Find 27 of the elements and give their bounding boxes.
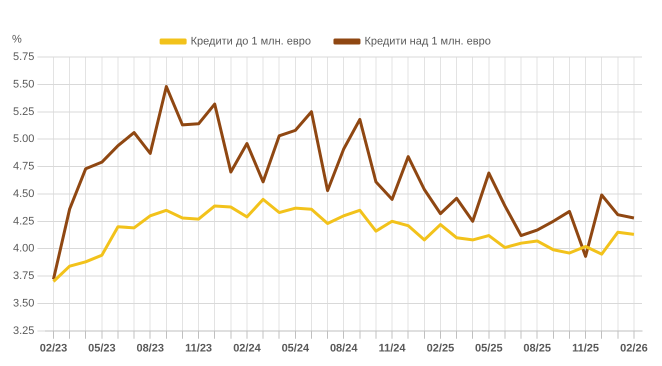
x-tick-label: 05/24 [282, 342, 310, 354]
x-tick-label: 02/23 [40, 342, 68, 354]
x-tick-label: 02/26 [620, 342, 648, 354]
y-axis-title: % [12, 34, 22, 46]
legend-label: Кредити до 1 млн. евро [190, 36, 311, 48]
x-tick-label: 02/24 [233, 342, 262, 354]
y-tick-label: 3.50 [12, 297, 34, 310]
y-tick-label: 3.75 [12, 270, 34, 282]
legend-label: Кредити над 1 млн. евро [364, 36, 491, 48]
x-tick-label: 08/24 [330, 342, 358, 354]
x-tick-label: 08/23 [136, 342, 164, 354]
x-tick-label: 05/25 [475, 342, 503, 354]
y-tick-label: 5.50 [12, 78, 34, 90]
x-tick-label: 11/24 [378, 342, 406, 354]
x-tick-label: 11/23 [185, 342, 212, 354]
y-tick-label: 4.75 [12, 160, 34, 173]
x-tick-label: 05/23 [88, 342, 116, 354]
y-tick-label: 5.00 [12, 133, 34, 146]
y-tick-label: 5.75 [12, 51, 34, 64]
y-tick-label: 4.25 [12, 215, 34, 228]
y-tick-label: 4.00 [12, 242, 34, 255]
y-tick-label: 3.25 [12, 324, 34, 337]
y-tick-label: 5.25 [12, 106, 34, 118]
x-tick-label: 11/25 [572, 342, 600, 354]
y-tick-label: 4.50 [12, 188, 34, 200]
x-tick-label: 08/25 [523, 342, 551, 354]
x-tick-label: 02/25 [426, 342, 454, 354]
